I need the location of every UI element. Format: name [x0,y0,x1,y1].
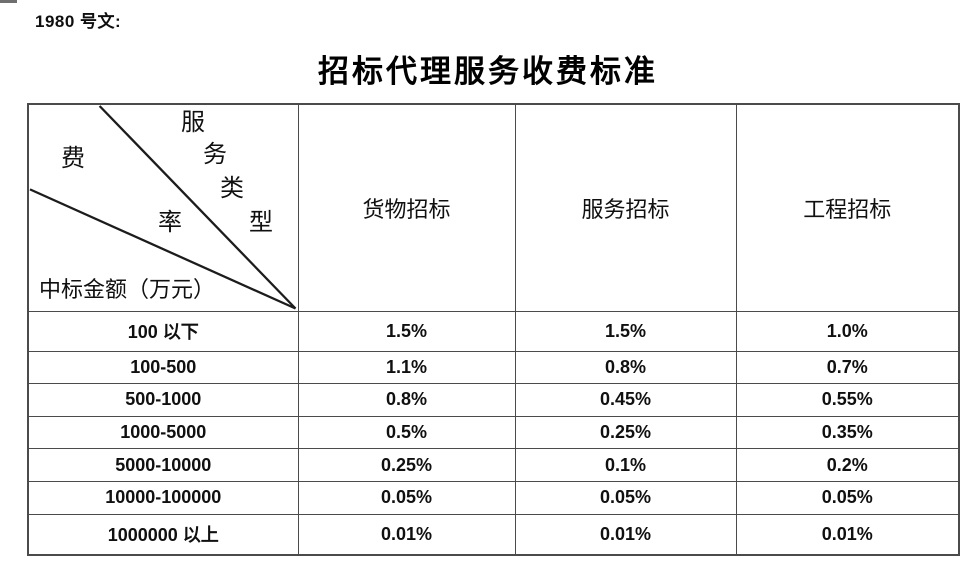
corner-type-char-4: 型 [249,210,273,236]
rate-cell: 0.05% [735,481,960,515]
corner-type-char-2: 务 [203,142,227,168]
rate-cell: 0.45% [514,383,737,417]
screen-edge-artifact [0,0,17,3]
table-row: 1000-5000 0.5% 0.25% 0.35% [27,415,960,450]
rate-cell: 0.5% [297,415,516,450]
rate-cell: 0.05% [297,481,516,515]
table-row: 5000-10000 0.25% 0.1% 0.2% [27,448,960,483]
amount-cell: 10000-100000 [27,481,299,515]
rate-cell: 1.5% [297,310,516,352]
column-header-services: 服务招标 [514,103,737,312]
page-title: 招标代理服务收费标准 [318,54,658,89]
diagonal-header-cell: 服 务 类 型 费 率 中标金额（万元） [27,103,299,312]
table-row: 500-1000 0.8% 0.45% 0.55% [27,383,960,417]
column-header-works: 工程招标 [735,103,960,312]
table-row: 100 以下 1.5% 1.5% 1.0% [27,310,960,352]
rate-cell: 0.01% [514,513,737,556]
rate-cell: 1.0% [735,310,960,352]
column-header-goods: 货物招标 [297,103,516,312]
rate-cell: 0.35% [735,415,960,450]
corner-type-char-1: 服 [181,110,205,136]
rate-cell: 0.8% [297,383,516,417]
diagonal-divider-lines [29,105,297,310]
amount-cell: 100-500 [27,350,299,385]
rate-cell: 0.8% [514,350,737,385]
rate-cell: 0.2% [735,448,960,483]
rate-cell: 0.7% [735,350,960,385]
corner-type-char-3: 类 [220,176,244,202]
fee-table: 服 务 类 型 费 率 中标金额（万元） 货物招标 服务招标 工程招标 100 … [27,103,960,556]
amount-cell: 1000-5000 [27,415,299,450]
amount-cell: 1000000 以上 [27,513,299,556]
corner-rate-char-1: 费 [61,146,85,172]
rate-cell: 0.05% [514,481,737,515]
doc-ref: 1980 号文: [35,12,122,31]
rate-cell: 0.55% [735,383,960,417]
rate-cell: 0.25% [297,448,516,483]
amount-cell: 500-1000 [27,383,299,417]
rate-cell: 1.5% [514,310,737,352]
table-row: 100-500 1.1% 0.8% 0.7% [27,350,960,385]
table-header-row: 服 务 类 型 费 率 中标金额（万元） 货物招标 服务招标 工程招标 [27,103,960,312]
rate-cell: 1.1% [297,350,516,385]
corner-amount-label: 中标金额（万元） [39,277,216,302]
amount-cell: 5000-10000 [27,448,299,483]
table-row: 1000000 以上 0.01% 0.01% 0.01% [27,513,960,556]
rate-cell: 0.1% [514,448,737,483]
rate-cell: 0.01% [735,513,960,556]
corner-rate-char-2: 率 [158,210,182,236]
amount-cell: 100 以下 [27,310,299,352]
table-row: 10000-100000 0.05% 0.05% 0.05% [27,481,960,515]
rate-cell: 0.01% [297,513,516,556]
rate-cell: 0.25% [514,415,737,450]
